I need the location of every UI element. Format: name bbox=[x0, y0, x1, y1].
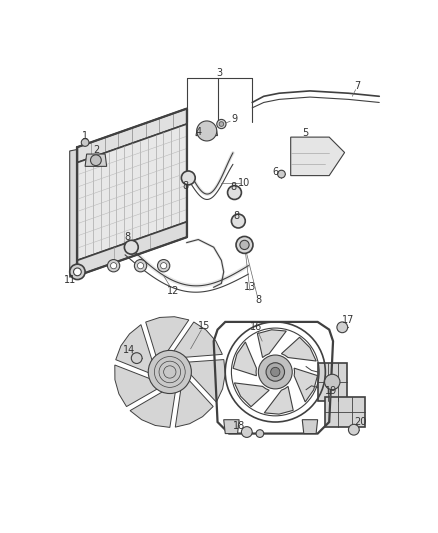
Text: 2: 2 bbox=[93, 145, 99, 155]
Circle shape bbox=[240, 240, 249, 249]
Polygon shape bbox=[234, 383, 269, 407]
Bar bbox=[318, 363, 347, 401]
Circle shape bbox=[278, 170, 285, 178]
Polygon shape bbox=[175, 377, 213, 427]
Circle shape bbox=[231, 214, 245, 228]
Polygon shape bbox=[130, 387, 176, 427]
Circle shape bbox=[138, 263, 144, 269]
Circle shape bbox=[325, 374, 340, 390]
Text: 7: 7 bbox=[354, 80, 361, 91]
Text: 8: 8 bbox=[233, 211, 239, 221]
Circle shape bbox=[181, 171, 195, 185]
Circle shape bbox=[217, 119, 226, 128]
Circle shape bbox=[74, 268, 81, 276]
Polygon shape bbox=[291, 137, 345, 175]
Text: 1: 1 bbox=[82, 131, 88, 141]
Text: 8: 8 bbox=[255, 295, 261, 305]
Polygon shape bbox=[264, 386, 293, 414]
Circle shape bbox=[110, 263, 117, 269]
Text: 16: 16 bbox=[250, 322, 262, 332]
Circle shape bbox=[337, 322, 348, 333]
Polygon shape bbox=[282, 337, 316, 361]
Circle shape bbox=[161, 263, 167, 269]
Text: 3: 3 bbox=[217, 68, 223, 78]
Polygon shape bbox=[196, 128, 218, 135]
Polygon shape bbox=[78, 109, 187, 163]
Text: 11: 11 bbox=[64, 274, 76, 285]
Circle shape bbox=[241, 426, 252, 438]
Polygon shape bbox=[171, 322, 223, 358]
Text: 8: 8 bbox=[230, 182, 236, 192]
Polygon shape bbox=[184, 360, 225, 402]
Polygon shape bbox=[78, 124, 187, 260]
Text: 10: 10 bbox=[238, 179, 251, 188]
Circle shape bbox=[219, 122, 224, 126]
Polygon shape bbox=[146, 317, 189, 360]
Text: 15: 15 bbox=[198, 321, 210, 331]
Circle shape bbox=[228, 185, 241, 199]
Polygon shape bbox=[78, 222, 187, 276]
Text: 12: 12 bbox=[167, 286, 179, 296]
Text: 4: 4 bbox=[195, 127, 201, 137]
Text: 14: 14 bbox=[123, 345, 135, 356]
Circle shape bbox=[91, 155, 101, 166]
Polygon shape bbox=[258, 330, 286, 358]
Polygon shape bbox=[115, 365, 161, 407]
Circle shape bbox=[258, 355, 292, 389]
Polygon shape bbox=[233, 342, 256, 376]
Text: 18: 18 bbox=[233, 421, 245, 431]
Text: 5: 5 bbox=[302, 128, 308, 138]
Polygon shape bbox=[302, 419, 318, 433]
Circle shape bbox=[131, 353, 142, 364]
Text: 17: 17 bbox=[342, 314, 355, 325]
Circle shape bbox=[266, 363, 285, 381]
Bar bbox=[325, 397, 365, 427]
Text: 13: 13 bbox=[244, 282, 256, 292]
Polygon shape bbox=[116, 325, 154, 375]
Circle shape bbox=[124, 240, 138, 254]
Circle shape bbox=[236, 237, 253, 253]
Polygon shape bbox=[70, 149, 78, 277]
Text: 8: 8 bbox=[182, 181, 188, 191]
Polygon shape bbox=[224, 419, 239, 433]
Text: 9: 9 bbox=[231, 115, 237, 124]
Circle shape bbox=[81, 139, 89, 147]
Text: 20: 20 bbox=[354, 417, 366, 427]
Circle shape bbox=[349, 424, 359, 435]
Circle shape bbox=[107, 260, 120, 272]
Circle shape bbox=[271, 367, 280, 377]
Circle shape bbox=[256, 430, 264, 438]
Circle shape bbox=[134, 260, 147, 272]
Polygon shape bbox=[85, 154, 107, 166]
Polygon shape bbox=[294, 368, 318, 402]
Text: 8: 8 bbox=[124, 232, 131, 242]
Text: 6: 6 bbox=[272, 167, 279, 177]
Circle shape bbox=[158, 260, 170, 272]
Text: 19: 19 bbox=[325, 386, 338, 396]
Circle shape bbox=[197, 121, 217, 141]
Circle shape bbox=[148, 350, 191, 393]
Circle shape bbox=[70, 264, 85, 280]
